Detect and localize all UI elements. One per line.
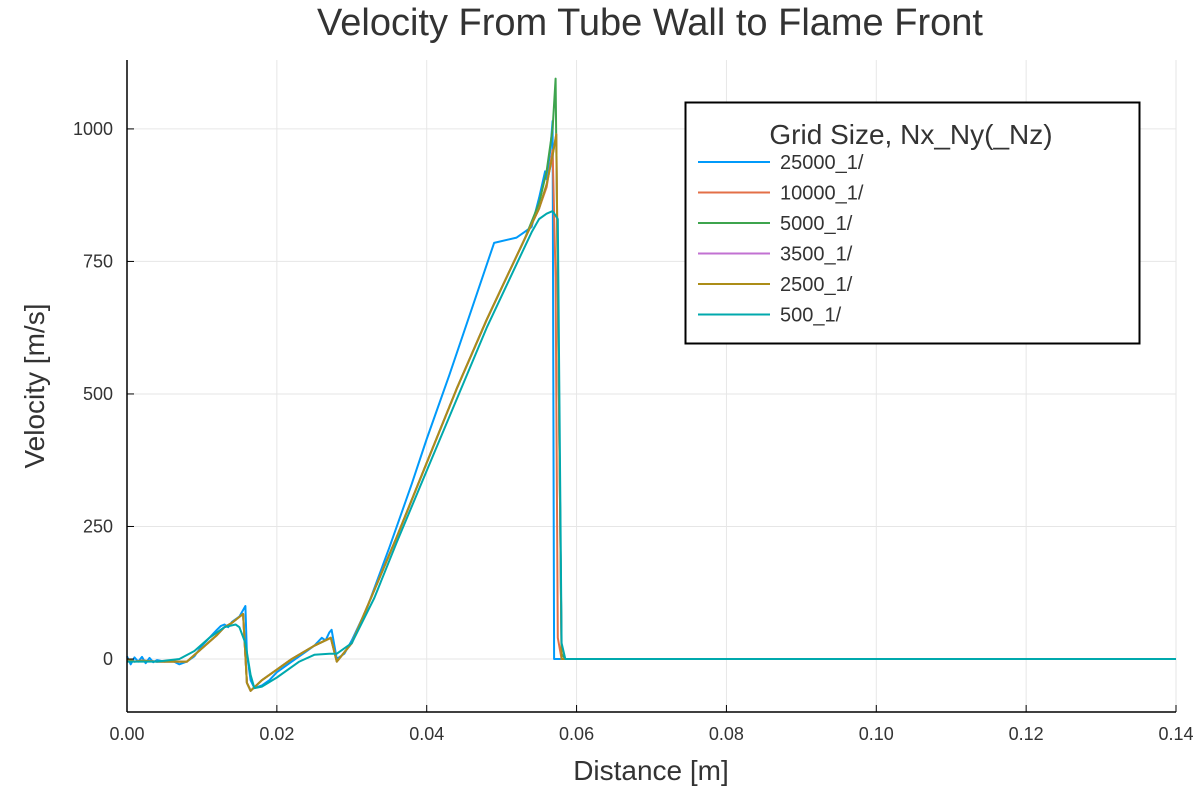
x-tick-label: 0.14 xyxy=(1158,724,1193,744)
legend-entry-label: 25000_1/ xyxy=(780,152,864,174)
legend-entry-label: 500_1/ xyxy=(780,305,842,327)
chart-title: Velocity From Tube Wall to Flame Front xyxy=(317,2,983,44)
y-tick-label: 1000 xyxy=(73,119,113,139)
y-tick-label: 750 xyxy=(83,251,113,271)
x-tick-label: 0.06 xyxy=(559,724,594,744)
y-tick-label: 0 xyxy=(103,649,113,669)
series-line-5001 xyxy=(127,210,1176,690)
axes xyxy=(126,60,1177,713)
x-tick-label: 0.02 xyxy=(259,724,294,744)
legend-entry-label: 10000_1/ xyxy=(780,183,864,205)
legend-entry-label: 5000_1/ xyxy=(780,213,853,235)
series-line-25001 xyxy=(126,133,1176,692)
x-tick-label: 0.00 xyxy=(109,724,144,744)
series-layer xyxy=(126,77,1176,692)
x-tick-labels: 0.00 0.02 0.04 0.06 0.08 0.10 0.12 0.14 xyxy=(109,724,1193,744)
x-tick-label: 0.04 xyxy=(409,724,444,744)
legend: Grid Size, Nx_Ny(_Nz) 25000_1/10000_1/50… xyxy=(684,101,1141,345)
x-tick-label: 0.12 xyxy=(1009,724,1044,744)
x-axis-label: Distance [m] xyxy=(573,755,729,786)
y-tick-label: 250 xyxy=(83,516,113,536)
y-axis-label: Velocity [m/s] xyxy=(19,304,50,469)
legend-entry-label: 3500_1/ xyxy=(780,244,853,266)
legend-items: 25000_1/10000_1/5000_1/3500_1/2500_1/500… xyxy=(698,152,864,327)
y-tick-label: 500 xyxy=(83,384,113,404)
legend-title: Grid Size, Nx_Ny(_Nz) xyxy=(769,119,1052,150)
x-tick-label: 0.08 xyxy=(709,724,744,744)
y-tick-labels: 0 250 500 750 1000 xyxy=(73,119,113,669)
legend-entry-label: 2500_1/ xyxy=(780,274,853,296)
x-tick-label: 0.10 xyxy=(859,724,894,744)
